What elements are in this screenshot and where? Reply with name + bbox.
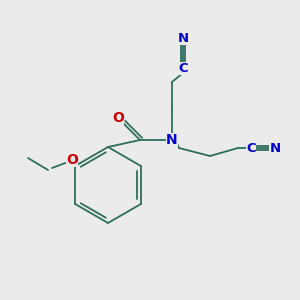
Text: N: N	[177, 32, 189, 44]
Text: O: O	[112, 111, 124, 125]
Text: O: O	[66, 153, 78, 167]
Text: C: C	[178, 61, 188, 74]
Text: N: N	[166, 133, 178, 147]
Text: C: C	[246, 142, 256, 154]
Text: N: N	[269, 142, 281, 154]
